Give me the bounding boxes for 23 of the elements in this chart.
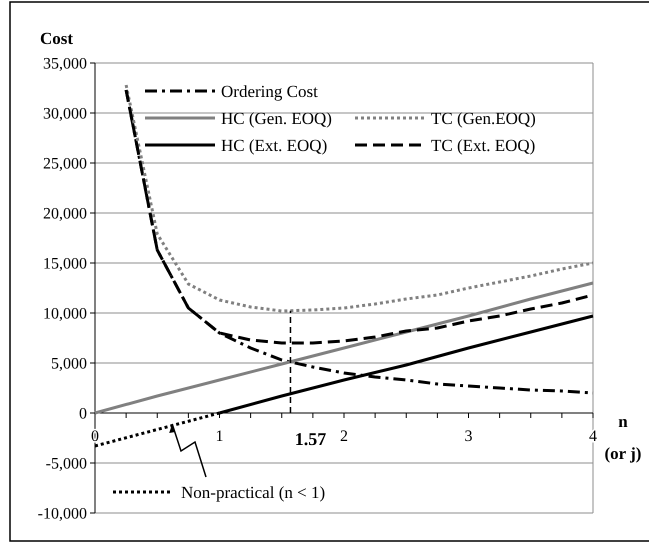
legend-label: TC (Gen.EOQ) bbox=[431, 108, 536, 128]
x-tick-label: 3 bbox=[464, 428, 472, 445]
y-tick-label: 0 bbox=[79, 406, 87, 423]
legend-label: Non-practical (n < 1) bbox=[181, 482, 326, 502]
y-tick-label: 15,000 bbox=[43, 256, 87, 273]
legend-label: HC (Ext. EOQ) bbox=[221, 136, 328, 155]
y-tick-label: 25,000 bbox=[43, 156, 87, 173]
x-tick-label: 4 bbox=[589, 428, 597, 445]
x-tick-label: 1 bbox=[216, 428, 224, 445]
x-axis-title: n (or j) bbox=[604, 412, 642, 463]
y-tick-label: 5,000 bbox=[51, 356, 87, 373]
y-axis-title: Cost bbox=[40, 29, 74, 48]
x-tick-label: 2 bbox=[340, 428, 348, 445]
y-tick-label: 30,000 bbox=[43, 106, 87, 123]
y-tick-label: 20,000 bbox=[43, 206, 87, 223]
y-tick-label: -5,000 bbox=[46, 456, 87, 473]
y-tick-label: -10,000 bbox=[38, 506, 87, 523]
y-tick-label: 35,000 bbox=[43, 56, 87, 73]
legend-label: HC (Gen. EOQ) bbox=[221, 108, 332, 128]
legend-label: TC (Ext. EOQ) bbox=[431, 136, 536, 155]
ref-line-label: 1.57 bbox=[294, 429, 326, 449]
y-tick-label: 10,000 bbox=[43, 306, 87, 323]
legend-label: Ordering Cost bbox=[221, 82, 318, 101]
